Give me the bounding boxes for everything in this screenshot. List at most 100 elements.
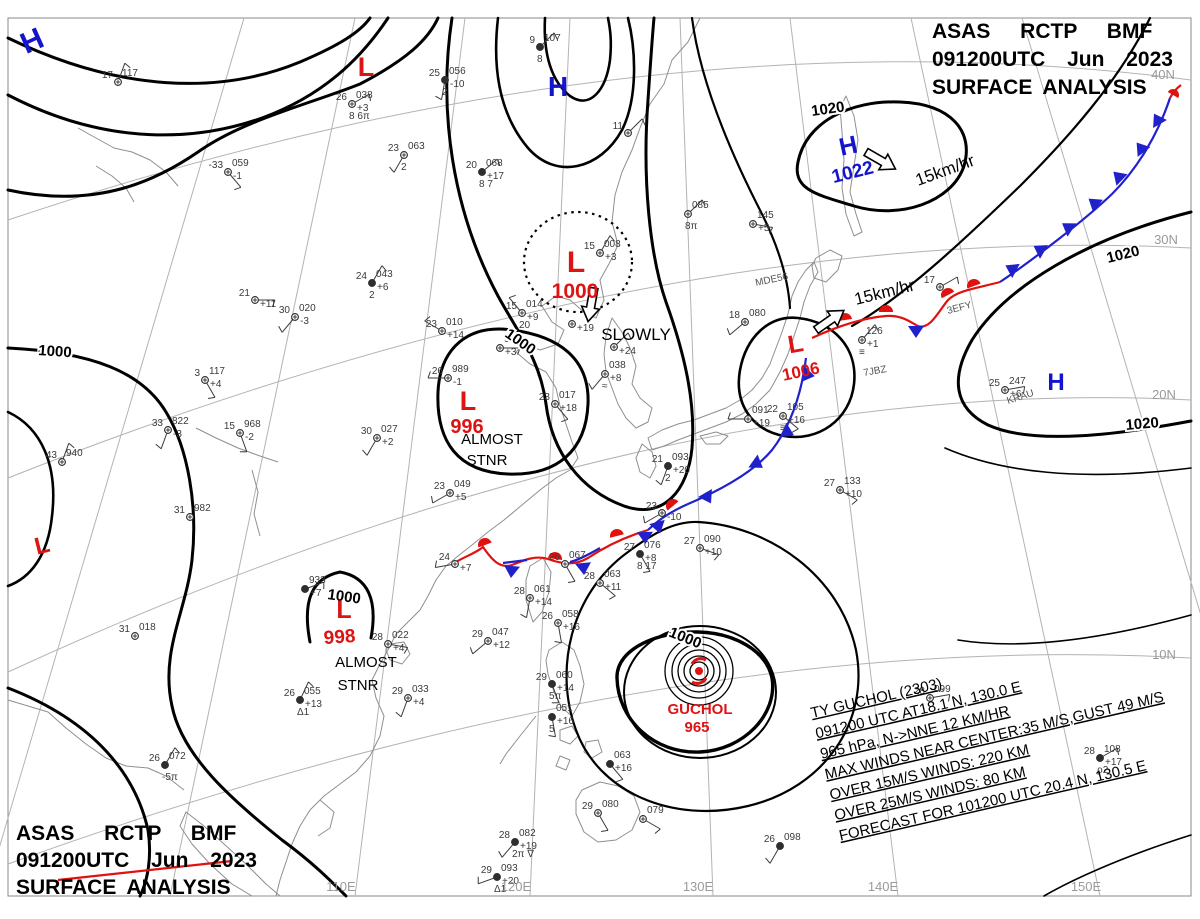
station-pressure: 060 (556, 670, 573, 681)
station-weather: 8π (685, 221, 698, 232)
station-pressure: 051 (556, 703, 573, 714)
wind-barb-feather-icon (68, 442, 75, 449)
station-tendency: +2 (382, 437, 394, 448)
station-plot: 28 063 +11 (584, 569, 622, 600)
station-pressure: 145 (757, 210, 774, 221)
station-tendency: +19 (577, 323, 594, 334)
station-tendency: +7 (460, 563, 472, 574)
station-tendency: -2 (245, 432, 254, 443)
wind-barb-feather-icon (726, 328, 731, 336)
station-weather: 5π (549, 691, 562, 702)
station-weather: 8 17 (637, 561, 657, 572)
longitude-label: 150E (1071, 879, 1102, 894)
station-temp: 18 (729, 310, 741, 321)
station-temp: 11 (613, 121, 624, 132)
station-id-label: MDE56 (754, 271, 789, 289)
latitude-label: 10N (1152, 647, 1176, 662)
station-weather: -5π (162, 772, 178, 783)
station-plot: 11 (613, 118, 646, 137)
station-temp: 23 (426, 319, 438, 330)
wind-barb-feather-icon (381, 265, 387, 272)
station-pressure: 068 (486, 158, 503, 169)
station-pressure: 133 (844, 476, 861, 487)
station-temp: 9 (529, 35, 535, 46)
wind-barb-feather-icon (155, 443, 162, 450)
station-temp: 27 (624, 542, 636, 553)
station-plot: 15 014 +920 (506, 294, 543, 331)
station-temp: 23 (388, 143, 400, 154)
station-temp: 26 (549, 552, 561, 563)
station-plot: +24 (610, 332, 636, 357)
station-pressure: 983 (504, 334, 521, 345)
wind-barb-feather-icon (427, 371, 431, 379)
station-tendency: +3 (605, 252, 617, 263)
latitude-label: 20N (1152, 387, 1176, 402)
station-weather: 8 6π (349, 111, 370, 122)
station-pressure: 940 (66, 448, 83, 459)
front-fragment (57, 859, 233, 882)
wind-barb-feather-icon (609, 235, 615, 242)
wind-barb-feather-icon (272, 299, 276, 307)
station-weather: 2 (369, 290, 375, 301)
station-temp: 28 (372, 632, 384, 643)
wind-barb-feather-icon (727, 412, 731, 420)
fronts (57, 84, 1182, 882)
station-pressure: 027 (381, 424, 398, 435)
station-temp: 28 (514, 586, 526, 597)
station-circle-icon (664, 462, 672, 470)
station-pressure: 061 (534, 584, 551, 595)
station-temp: 20 (466, 160, 478, 171)
station-circle-icon (548, 713, 556, 721)
cold-front-triangles (504, 113, 1167, 578)
wind-barb-feather-icon (498, 851, 503, 858)
station-temp: 31 (174, 505, 186, 516)
station-temp: 25 (989, 378, 1001, 389)
station-pressure: 067 (569, 550, 586, 561)
station-plot: 28 061 +14 (514, 584, 552, 619)
station-plot: 20 068 +178 7 (466, 158, 505, 190)
station-pressure: 038 (356, 90, 373, 101)
station-temp: 15 (584, 241, 596, 252)
arrow-south-icon (580, 286, 601, 323)
station-weather: ρ2 (1097, 765, 1109, 776)
high-center-label: H (1047, 369, 1064, 396)
station-weather: ≈ (602, 381, 608, 392)
station-tendency: +8 (610, 373, 622, 384)
station-pressure: 107 (544, 33, 561, 44)
station-plot: 23 -10 (642, 501, 682, 524)
station-pressure: 072 (169, 751, 186, 762)
station-pressure: 126 (866, 326, 883, 337)
station-plot: 051 +165 (548, 703, 574, 738)
station-tendency: +12 (493, 640, 510, 651)
wind-barb-feather-icon (508, 294, 516, 299)
station-temp: 26 (764, 834, 776, 845)
station-pressure: 063 (604, 569, 621, 580)
station-id-label: 3EFY (946, 300, 973, 317)
wind-barb-feather-icon (701, 199, 706, 207)
station-temp: 33 (152, 418, 164, 429)
wind-barb-feather-icon (548, 734, 556, 738)
station-pressure: 117 (122, 68, 138, 79)
wind-barb-feather-icon (956, 276, 960, 284)
station-tendency: +18 (560, 403, 577, 414)
map-annotation: 15km/hr (913, 151, 978, 190)
low-center-label: L (460, 386, 477, 416)
typhoon-pressure: 965 (684, 719, 709, 736)
station-pressure: 989 (452, 364, 469, 375)
station-circle-icon (776, 842, 784, 850)
isobars (6, 16, 1193, 898)
station-weather: 8 7 (479, 179, 493, 190)
title-block-bottom-left: ASAS RCTP BMF 091200UTC Jun 2023 SURFACE… (16, 822, 257, 899)
station-plot: 27 090 +10 (684, 534, 722, 561)
isobar-value-label: 1000 (326, 586, 361, 607)
station-temp: 28 (499, 830, 511, 841)
station-tendency: +17 (487, 171, 504, 182)
station-tendency: -1 (233, 171, 242, 182)
station-temp: 26 (432, 366, 444, 377)
station-temp: 21 (652, 454, 664, 465)
station-tendency: +3 (357, 103, 369, 114)
